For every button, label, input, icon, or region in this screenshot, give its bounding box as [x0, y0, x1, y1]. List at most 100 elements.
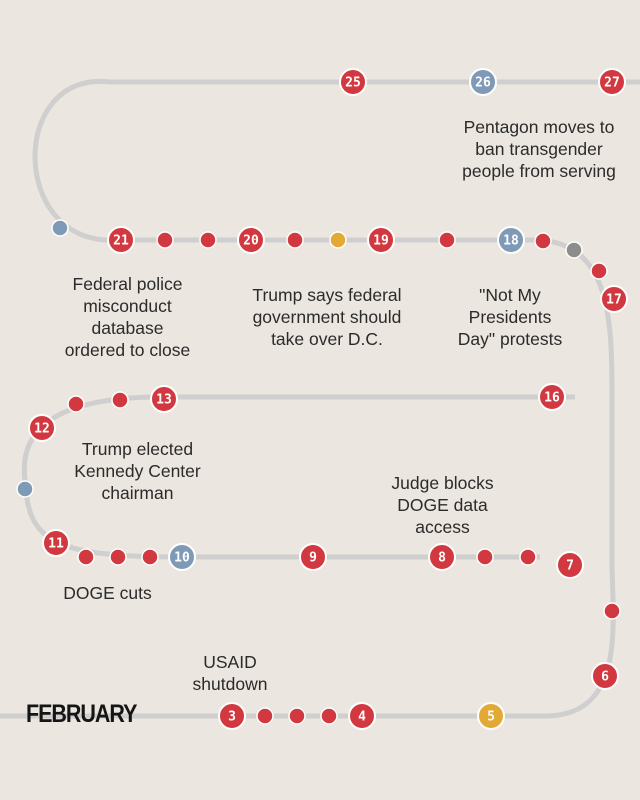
day-marker-12: 12 — [28, 414, 56, 442]
day-number: 11 — [48, 537, 64, 552]
dot-circle — [329, 231, 347, 249]
day-marker-17: 17 — [600, 285, 628, 313]
day-marker-13: 13 — [150, 385, 178, 413]
day-circle — [150, 385, 178, 413]
day-dot — [590, 262, 608, 280]
event-kennedy-center: Trump elected Kennedy Center chairman — [74, 439, 201, 503]
day-dot — [256, 707, 274, 725]
day-circle — [367, 226, 395, 254]
day-marker-18: 18 — [497, 226, 525, 254]
dot-circle — [476, 548, 494, 566]
day-dot — [565, 241, 583, 259]
day-marker-8: 8 — [428, 543, 456, 571]
day-dot — [438, 231, 456, 249]
day-circle — [107, 226, 135, 254]
day-number: 3 — [228, 710, 236, 725]
dot-circle — [438, 231, 456, 249]
dot-circle — [51, 219, 69, 237]
day-marker-20: 20 — [237, 226, 265, 254]
day-circle — [556, 551, 584, 579]
event-doge-cuts: DOGE cuts — [63, 583, 152, 603]
day-marker-26: 26 — [469, 68, 497, 96]
day-marker-5: 5 — [477, 702, 505, 730]
day-markers: 3 4 5 6 7 8 9 10 11 12 13 16 17 18 19 20 21 25 26 27 — [16, 68, 628, 730]
day-number: 21 — [113, 234, 129, 249]
day-dot — [141, 548, 159, 566]
day-circle — [237, 226, 265, 254]
day-marker-3: 3 — [218, 702, 246, 730]
dot-circle — [603, 602, 621, 620]
event-police-database: Federal police misconduct database order… — [64, 274, 191, 360]
dot-circle — [109, 548, 127, 566]
day-dot — [51, 219, 69, 237]
day-circle — [600, 285, 628, 313]
day-circle — [598, 68, 626, 96]
day-dot — [603, 602, 621, 620]
day-dot — [329, 231, 347, 249]
day-number: 5 — [487, 710, 495, 725]
dot-circle — [199, 231, 217, 249]
day-number: 10 — [174, 551, 190, 566]
day-number: 8 — [438, 551, 446, 566]
month-label: FEBRUARY — [26, 700, 137, 728]
day-marker-19: 19 — [367, 226, 395, 254]
day-dot — [77, 548, 95, 566]
dot-circle — [256, 707, 274, 725]
day-marker-7: 7 — [556, 551, 584, 579]
dot-circle — [565, 241, 583, 259]
day-marker-10: 10 — [168, 543, 196, 571]
day-number: 12 — [34, 422, 50, 437]
day-number: 18 — [503, 234, 519, 249]
day-circle — [477, 702, 505, 730]
day-dot — [109, 548, 127, 566]
dot-circle — [141, 548, 159, 566]
day-marker-9: 9 — [299, 543, 327, 571]
day-dot — [199, 231, 217, 249]
dot-circle — [519, 548, 537, 566]
day-circle — [218, 702, 246, 730]
day-number: 9 — [309, 551, 317, 566]
dot-circle — [16, 480, 34, 498]
dot-circle — [77, 548, 95, 566]
event-dc-takeover: Trump says federal government should tak… — [252, 285, 402, 349]
day-circle — [168, 543, 196, 571]
day-circle — [42, 529, 70, 557]
day-number: 16 — [544, 391, 560, 406]
day-number: 17 — [606, 293, 622, 308]
day-dot — [111, 391, 129, 409]
day-circle — [538, 383, 566, 411]
day-dot — [16, 480, 34, 498]
day-number: 27 — [604, 76, 620, 91]
event-pentagon-transgender-ban: Pentagon moves to ban transgender people… — [462, 117, 616, 181]
dot-circle — [320, 707, 338, 725]
day-circle — [469, 68, 497, 96]
dot-circle — [590, 262, 608, 280]
event-usaid-shutdown: USAID shutdown — [192, 652, 268, 694]
day-marker-21: 21 — [107, 226, 135, 254]
day-dot — [288, 707, 306, 725]
day-marker-27: 27 — [598, 68, 626, 96]
day-circle — [428, 543, 456, 571]
day-number: 7 — [566, 559, 574, 574]
day-number: 25 — [345, 76, 361, 91]
day-circle — [339, 68, 367, 96]
day-dot — [320, 707, 338, 725]
day-circle — [299, 543, 327, 571]
day-number: 6 — [601, 670, 609, 685]
day-marker-11: 11 — [42, 529, 70, 557]
day-dot — [156, 231, 174, 249]
dot-circle — [534, 232, 552, 250]
day-marker-6: 6 — [591, 662, 619, 690]
event-judge-blocks-doge: Judge blocks DOGE data access — [391, 473, 494, 537]
dot-circle — [111, 391, 129, 409]
day-number: 20 — [243, 234, 259, 249]
day-dot — [286, 231, 304, 249]
dot-circle — [288, 707, 306, 725]
day-dot — [534, 232, 552, 250]
day-number: 13 — [156, 393, 172, 408]
day-circle — [591, 662, 619, 690]
day-dot — [476, 548, 494, 566]
day-number: 19 — [373, 234, 389, 249]
day-circle — [497, 226, 525, 254]
dot-circle — [67, 395, 85, 413]
